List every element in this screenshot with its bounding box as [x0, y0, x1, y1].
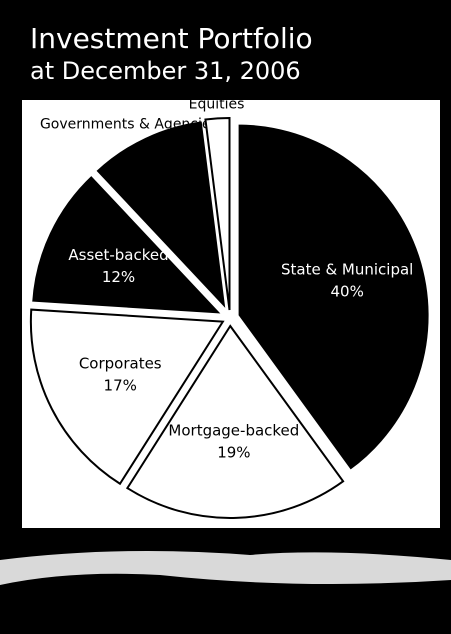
pie-slice: [125, 324, 345, 519]
slice-label: Governments & Agencies: [40, 116, 218, 132]
slice-label: Corporates: [79, 354, 162, 372]
slice-value: 19%: [217, 444, 250, 462]
pie-slice: [29, 308, 225, 486]
chart-title: Investment Portfolio: [30, 22, 313, 55]
slice-label: Mortgage-backed: [168, 422, 299, 440]
pie-slice: [30, 173, 226, 316]
slice-value: 12%: [102, 268, 135, 286]
decor: [0, 551, 451, 585]
slice-label: Asset-backed: [68, 246, 168, 264]
slice-value: 40%: [330, 282, 363, 300]
pie-slice: [93, 119, 228, 314]
slice-label: State & Municipal: [281, 260, 413, 278]
pie-slice: [236, 122, 431, 473]
slice-value: 17%: [104, 376, 137, 394]
slice-label: Equities: [189, 96, 245, 112]
chart-subtitle: at December 31, 2006: [30, 57, 301, 85]
pie-slice: [204, 117, 231, 311]
